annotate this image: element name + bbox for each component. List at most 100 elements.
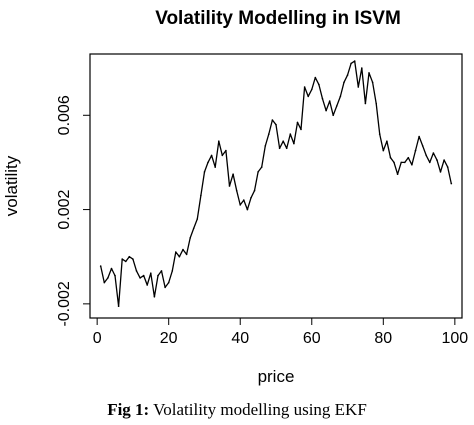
data-point (318, 83, 320, 86)
data-point (443, 159, 445, 161)
data-point (139, 277, 141, 279)
data-point (246, 208, 249, 211)
data-point (411, 164, 413, 166)
figure-caption: Fig 1: Volatility modelling using EKF (0, 400, 474, 420)
y-axis-label: volatility (2, 155, 21, 216)
data-point (228, 185, 231, 187)
data-point (389, 156, 392, 159)
data-point (239, 204, 241, 206)
chart-title: Volatility Modelling in ISVM (155, 8, 401, 29)
data-point (243, 199, 245, 201)
y-tick-label: 0.006 (56, 95, 73, 135)
data-point (196, 218, 199, 220)
data-point (185, 253, 188, 256)
data-point (189, 237, 191, 239)
data-point (114, 274, 116, 277)
data-point (128, 255, 131, 258)
data-point (407, 156, 410, 159)
plot-frame (89, 53, 463, 319)
data-point (135, 270, 138, 272)
data-point (203, 171, 206, 173)
data-point (307, 95, 310, 98)
data-point (268, 133, 270, 135)
data-point (157, 274, 159, 277)
data-point (371, 81, 374, 84)
data-point (418, 135, 420, 138)
data-point (425, 154, 428, 157)
series-points (99, 60, 453, 308)
data-point (103, 281, 106, 284)
data-point (182, 248, 184, 251)
data-point (160, 270, 163, 272)
data-point (353, 60, 356, 62)
data-point (107, 277, 109, 279)
x-tick-label: 40 (231, 330, 249, 347)
data-point (446, 166, 449, 168)
data-point (378, 133, 381, 135)
data-point (404, 161, 406, 164)
data-point (400, 161, 403, 164)
y-tick-label: -0.002 (56, 281, 73, 326)
data-point (314, 76, 317, 79)
data-point (235, 189, 238, 192)
data-point (361, 67, 363, 69)
data-point (225, 149, 227, 152)
data-point (357, 86, 360, 88)
data-point (271, 119, 274, 121)
data-point (275, 123, 277, 126)
data-point (339, 95, 342, 98)
data-point (125, 260, 127, 263)
data-point (260, 166, 263, 168)
y-tick-label: 0.002 (56, 189, 73, 229)
x-tick-label: 80 (374, 330, 392, 347)
data-point (346, 74, 349, 76)
data-point (429, 161, 431, 164)
data-point (436, 159, 438, 161)
data-point (207, 161, 209, 164)
data-point (450, 182, 453, 185)
data-point (386, 140, 388, 142)
data-point (289, 133, 292, 135)
data-point (285, 147, 288, 150)
volatility-series-line (100, 60, 452, 307)
data-point (257, 171, 259, 173)
x-tick-label: 0 (93, 330, 102, 347)
x-axis-label: price (258, 367, 295, 386)
data-point (328, 100, 331, 102)
data-point (110, 267, 113, 270)
data-point (368, 72, 370, 74)
data-point (250, 197, 252, 199)
data-point (232, 173, 234, 175)
data-point (121, 258, 123, 260)
data-point (150, 272, 152, 275)
data-point (303, 86, 306, 88)
data-point (343, 81, 345, 84)
data-point (300, 128, 302, 131)
x-axis: 0 20 40 60 80 100 (93, 317, 468, 347)
data-point (364, 102, 367, 105)
data-point (296, 121, 299, 124)
data-point (350, 62, 352, 65)
data-point (375, 102, 378, 105)
data-point (282, 140, 285, 142)
data-point (393, 161, 395, 164)
data-point (200, 194, 202, 197)
data-point (178, 255, 181, 258)
data-point (439, 171, 442, 173)
y-axis: -0.002 0.002 0.006 (56, 95, 91, 327)
x-tick-label: 20 (160, 330, 178, 347)
data-point (414, 149, 417, 152)
data-point (175, 251, 177, 253)
data-point (99, 265, 102, 267)
data-point (117, 305, 120, 308)
data-point (396, 173, 399, 175)
data-point (336, 105, 338, 107)
data-point (311, 88, 313, 91)
data-point (167, 281, 170, 284)
data-point (214, 166, 216, 168)
data-point (421, 145, 424, 147)
data-point (192, 227, 195, 230)
data-point (218, 140, 220, 142)
data-point (146, 284, 148, 286)
